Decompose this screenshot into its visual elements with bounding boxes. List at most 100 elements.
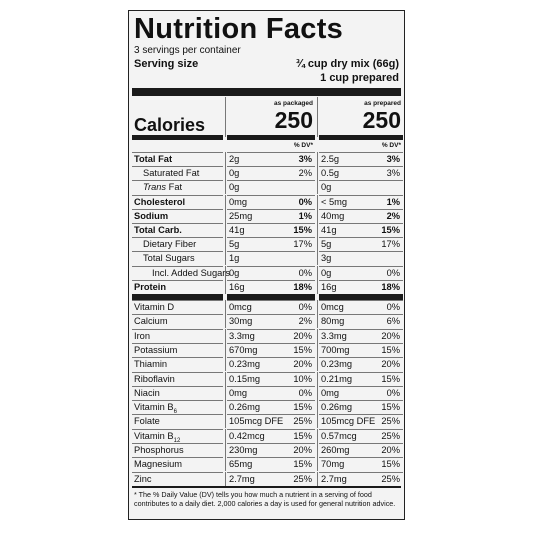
- servings: 3 servings per container: [134, 45, 241, 56]
- nutrient-name: Folate: [134, 414, 160, 428]
- amount: 3g: [321, 253, 332, 264]
- divider: [317, 223, 318, 237]
- nutrient-name: Vitamin B6: [134, 400, 177, 419]
- divider: [225, 223, 226, 237]
- divider: [225, 180, 226, 195]
- row-rule: [227, 300, 315, 301]
- nutrient-name-text: Phosphorus: [134, 445, 184, 455]
- nutrient-name: Niacin: [134, 386, 160, 400]
- amount: 1g: [229, 253, 240, 264]
- nutrient-name-text: Folate: [134, 416, 160, 427]
- amount: 30mg: [229, 316, 253, 327]
- daily-value: 3%: [298, 154, 312, 164]
- nutrient-subscript: 6: [173, 408, 177, 415]
- daily-value: 2%: [298, 316, 312, 327]
- amount: 25mg: [229, 210, 253, 221]
- amount: 2.5g: [321, 154, 340, 164]
- row-rule: [227, 357, 315, 359]
- row-rule: [132, 328, 223, 330]
- calories-label: Calories: [134, 115, 206, 135]
- divider: [225, 237, 226, 252]
- daily-value: 15%: [381, 344, 400, 355]
- divider: [317, 251, 318, 266]
- rule: [132, 486, 401, 488]
- row-rule: [132, 471, 223, 473]
- amount: 3.3mg: [229, 330, 255, 341]
- amount: 0.23mg: [321, 359, 353, 370]
- nutrient-name: Thiamin: [134, 357, 167, 371]
- row-rule: [132, 371, 223, 373]
- row-rule: [319, 428, 403, 430]
- row-rule: [319, 166, 403, 168]
- row-rule: [319, 443, 403, 444]
- nutrient-name: Vitamin D: [134, 300, 174, 314]
- amount: 41g: [321, 225, 337, 235]
- nutrient-name-text: Sodium: [134, 210, 169, 221]
- row-rule: [227, 180, 315, 182]
- daily-value: 0%: [386, 267, 400, 278]
- daily-value: 0%: [386, 302, 400, 312]
- divider: [317, 300, 318, 314]
- nutrient-name-text: Thiamin: [134, 359, 168, 370]
- thick-rule: [319, 294, 403, 300]
- daily-value: 0%: [298, 302, 312, 312]
- divider: [317, 400, 318, 415]
- divider: [225, 385, 226, 400]
- dv-header: % DV*: [293, 142, 313, 149]
- amount: 2.7mg: [229, 473, 255, 484]
- nutrient-name-text: Zinc: [134, 473, 152, 484]
- divider: [317, 279, 318, 294]
- nutrient-name-text: Cholesterol: [134, 196, 186, 207]
- divider: [317, 166, 318, 181]
- amount: 0.15mg: [229, 373, 261, 384]
- nutrient-name-text: Vitamin B: [134, 402, 174, 413]
- amount: 0g: [321, 267, 332, 278]
- row-rule: [227, 328, 315, 330]
- divider: [225, 279, 226, 294]
- row-rule: [132, 357, 223, 359]
- divider: [225, 414, 226, 429]
- daily-value: 17%: [293, 239, 312, 250]
- amount: 5g: [229, 239, 240, 250]
- daily-value: 15%: [293, 225, 312, 235]
- row-rule: [319, 357, 403, 359]
- divider: [225, 357, 226, 372]
- divider: [317, 180, 318, 195]
- nutrient-name: Riboflavin: [134, 372, 175, 386]
- row-rule: [227, 279, 315, 281]
- row-rule: [227, 265, 315, 267]
- daily-value: 1%: [386, 196, 400, 207]
- amount: 2g: [229, 154, 240, 164]
- nutrient-name: Sodium: [134, 209, 168, 223]
- daily-value: 15%: [381, 373, 400, 384]
- row-rule: [319, 237, 403, 239]
- nutrient-subscript: 12: [173, 437, 181, 444]
- daily-value: 1%: [298, 210, 312, 221]
- row-rule: [319, 152, 403, 153]
- divider: [225, 194, 226, 209]
- serving-size-label: Serving size: [134, 58, 199, 70]
- nutrient-name: Magnesium: [134, 457, 182, 471]
- row-rule: [132, 457, 223, 459]
- nutrient-name: Cholesterol: [134, 195, 185, 209]
- row-rule: [319, 208, 403, 210]
- amount: 260mg: [321, 445, 350, 455]
- divider: [225, 152, 226, 166]
- dv-header: % DV*: [381, 142, 401, 149]
- divider: [317, 314, 318, 329]
- divider: [225, 457, 226, 472]
- divider: [317, 457, 318, 472]
- divider: [225, 371, 226, 386]
- amount: 0.5g: [321, 168, 340, 179]
- row-rule: [227, 428, 315, 430]
- divider: [225, 400, 226, 415]
- amount: 105mcg DFE: [229, 416, 284, 427]
- daily-value: 15%: [293, 344, 312, 355]
- row-rule: [227, 208, 315, 210]
- row-rule: [227, 414, 315, 416]
- amount: 0g: [229, 182, 240, 193]
- row-rule: [132, 237, 223, 239]
- divider: [225, 166, 226, 181]
- row-rule: [319, 457, 403, 459]
- row-rule: [132, 251, 223, 253]
